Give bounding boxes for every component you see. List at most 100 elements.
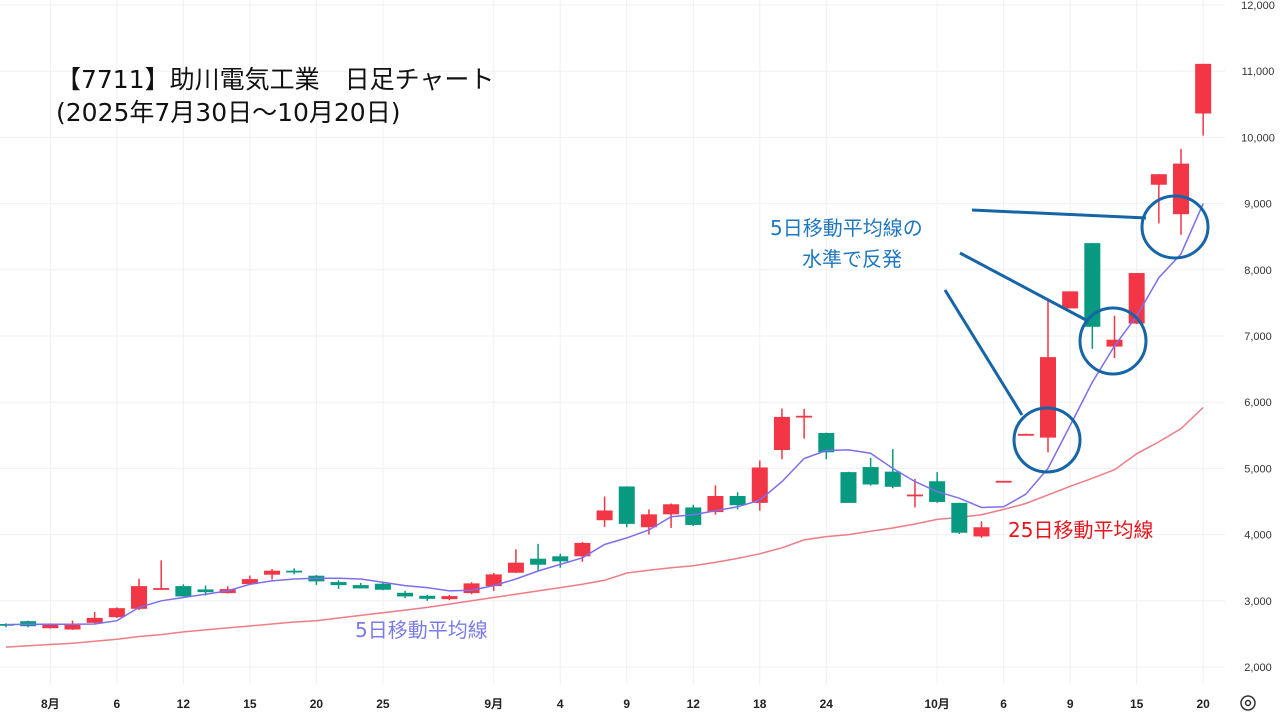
ma5-series xyxy=(5,203,1204,626)
candle xyxy=(441,594,458,601)
highlight-circle-oct8 xyxy=(1012,406,1082,474)
candle-body xyxy=(663,504,680,515)
x-tick-label: 6 xyxy=(114,697,121,711)
candle xyxy=(286,568,303,575)
x-tick-label: 9月 xyxy=(484,697,503,711)
candle-body xyxy=(862,467,879,485)
candle xyxy=(1062,291,1079,309)
candle xyxy=(663,503,680,528)
candle-body xyxy=(951,502,968,533)
candle-body xyxy=(1017,433,1034,436)
callout-line-1 xyxy=(943,289,1024,416)
candle xyxy=(951,502,968,534)
y-tick-label: 2,000 xyxy=(1244,662,1272,674)
x-tick-label: 6 xyxy=(1000,697,1007,711)
candle xyxy=(330,580,347,589)
y-tick-label: 12,000 xyxy=(1241,0,1275,12)
candle xyxy=(530,543,547,572)
candle-body xyxy=(1150,174,1167,185)
x-tick-label: 9 xyxy=(623,697,630,711)
candle xyxy=(1195,63,1212,136)
candle xyxy=(264,569,281,580)
candle xyxy=(1173,148,1190,235)
candle-body xyxy=(773,416,790,450)
gridlines xyxy=(0,0,1225,685)
y-tick-label: 5,000 xyxy=(1244,463,1272,475)
candle xyxy=(906,478,923,508)
candle-body xyxy=(973,527,990,537)
candle xyxy=(1017,433,1034,436)
candle-body xyxy=(906,494,923,497)
candle xyxy=(64,620,81,630)
candle xyxy=(507,549,524,573)
candle-body xyxy=(419,595,436,599)
x-tick-label: 9 xyxy=(1067,697,1074,711)
x-axis: 8月 6 12 15 20 25 9月 4 9 12 18 24 10月 6 9 15 20 xyxy=(41,697,1210,711)
candle-body xyxy=(264,570,281,575)
candle-body xyxy=(1106,339,1123,347)
highlight-circle-oct17 xyxy=(1140,194,1210,260)
candle-body xyxy=(707,496,724,513)
candle xyxy=(552,553,569,568)
candle xyxy=(773,408,790,460)
candle xyxy=(862,457,879,486)
candle-body xyxy=(330,582,347,586)
candle-body xyxy=(530,558,547,565)
candle xyxy=(86,612,103,624)
rebound-label-line1: 5日移動平均線の xyxy=(770,216,923,240)
highlight-circle-oct14 xyxy=(1078,306,1148,376)
candle xyxy=(153,560,170,590)
candle-body xyxy=(1173,163,1190,215)
x-tick-label: 15 xyxy=(1130,697,1144,711)
candle-body xyxy=(995,480,1012,483)
y-tick-label: 9,000 xyxy=(1244,199,1272,211)
candle xyxy=(796,408,813,439)
candle xyxy=(1084,243,1101,349)
x-tick-label: 20 xyxy=(1197,697,1211,711)
candle xyxy=(352,582,369,589)
candle xyxy=(751,460,768,511)
y-axis: 2,000 3,000 4,000 5,000 6,000 7,000 8,000 9,000… xyxy=(1241,0,1275,674)
candle xyxy=(596,496,613,527)
y-tick-label: 8,000 xyxy=(1244,265,1272,277)
candle xyxy=(241,575,258,585)
ma5-label: 5日移動平均線 xyxy=(355,618,488,642)
candle xyxy=(973,521,990,538)
x-tick-label: 12 xyxy=(687,697,701,711)
annotation-callouts xyxy=(943,194,1210,474)
candle-body xyxy=(153,588,170,590)
candle xyxy=(419,594,436,601)
candle-body xyxy=(241,579,258,585)
ma5-line xyxy=(5,203,1204,626)
candles xyxy=(0,63,1212,630)
candle-body xyxy=(64,624,81,630)
candle xyxy=(108,607,125,619)
candle-body xyxy=(552,556,569,562)
candle-body xyxy=(685,507,702,525)
candle-body xyxy=(618,486,635,524)
candle-body xyxy=(463,583,480,594)
gear-icon[interactable] xyxy=(1240,695,1256,711)
candle-body xyxy=(86,617,103,623)
candle xyxy=(707,485,724,515)
candle-body xyxy=(596,510,613,521)
candle xyxy=(175,584,192,597)
candle-body xyxy=(441,596,458,600)
candle-body xyxy=(796,415,813,418)
candle-body xyxy=(818,432,835,453)
candle-body xyxy=(374,583,391,590)
candle xyxy=(308,574,325,585)
candle xyxy=(818,432,835,460)
candle xyxy=(463,582,480,595)
y-tick-label: 6,000 xyxy=(1244,397,1272,409)
candle xyxy=(640,509,657,535)
x-tick-label: 4 xyxy=(557,697,564,711)
candle xyxy=(374,582,391,591)
candle xyxy=(618,486,635,528)
candle-body xyxy=(751,467,768,503)
candle-body xyxy=(574,542,591,557)
chart-subtitle-date-range: (2025年7月30日～10月20日) xyxy=(56,98,401,127)
x-tick-label: 24 xyxy=(820,697,834,711)
candle xyxy=(1039,298,1056,453)
